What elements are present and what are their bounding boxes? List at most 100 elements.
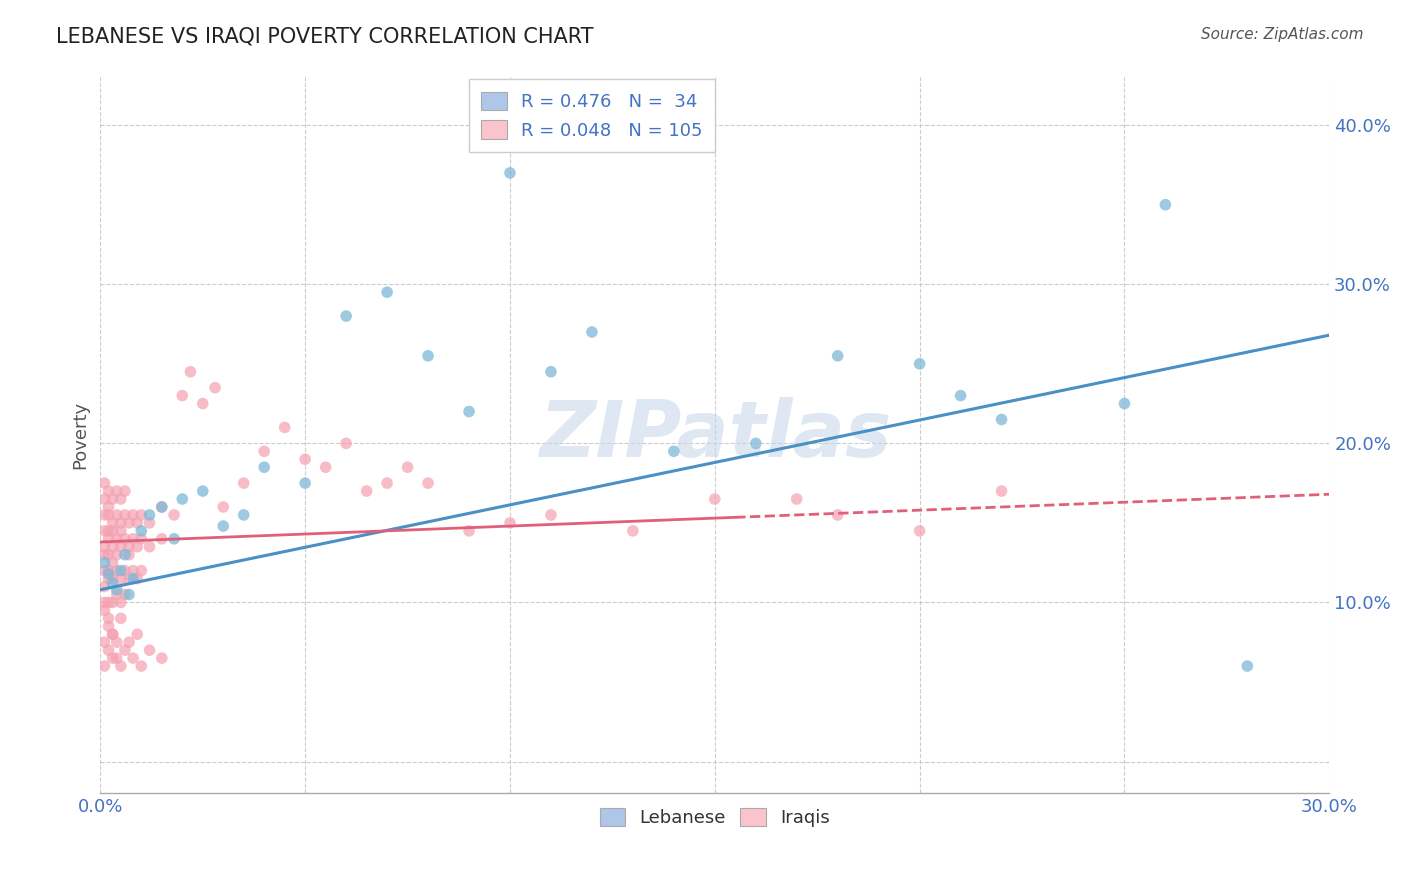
- Point: [114, 484, 136, 499]
- Point: [105, 484, 128, 499]
- Point: [621, 524, 644, 538]
- Point: [93, 548, 115, 562]
- Point: [499, 166, 522, 180]
- Point: [172, 491, 194, 506]
- Point: [122, 572, 145, 586]
- Point: [540, 365, 562, 379]
- Point: [105, 651, 128, 665]
- Point: [122, 532, 145, 546]
- Point: [127, 516, 149, 530]
- Point: [97, 611, 120, 625]
- Point: [294, 452, 316, 467]
- Point: [131, 564, 153, 578]
- Point: [93, 564, 115, 578]
- Point: [191, 484, 214, 499]
- Point: [101, 491, 124, 506]
- Point: [110, 595, 132, 609]
- Point: [101, 524, 124, 538]
- Point: [97, 508, 120, 522]
- Point: [212, 519, 235, 533]
- Point: [118, 516, 141, 530]
- Point: [138, 508, 160, 522]
- Point: [101, 540, 124, 554]
- Point: [204, 381, 226, 395]
- Point: [315, 460, 337, 475]
- Point: [150, 651, 173, 665]
- Point: [101, 627, 124, 641]
- Point: [581, 325, 603, 339]
- Point: [127, 540, 149, 554]
- Text: ZIPatlas: ZIPatlas: [538, 398, 891, 474]
- Point: [118, 587, 141, 601]
- Point: [990, 412, 1012, 426]
- Point: [335, 436, 357, 450]
- Point: [114, 564, 136, 578]
- Point: [745, 436, 768, 450]
- Point: [335, 309, 357, 323]
- Point: [118, 540, 141, 554]
- Point: [97, 595, 120, 609]
- Point: [110, 516, 132, 530]
- Point: [294, 476, 316, 491]
- Point: [416, 349, 439, 363]
- Point: [356, 484, 378, 499]
- Point: [114, 508, 136, 522]
- Point: [253, 460, 276, 475]
- Point: [97, 572, 120, 586]
- Point: [458, 404, 481, 418]
- Point: [105, 548, 128, 562]
- Point: [150, 500, 173, 514]
- Point: [253, 444, 276, 458]
- Point: [703, 491, 725, 506]
- Point: [97, 548, 120, 562]
- Point: [105, 564, 128, 578]
- Point: [110, 659, 132, 673]
- Point: [138, 643, 160, 657]
- Point: [375, 285, 398, 300]
- Point: [93, 491, 115, 506]
- Point: [118, 572, 141, 586]
- Point: [786, 491, 808, 506]
- Point: [110, 564, 132, 578]
- Point: [416, 476, 439, 491]
- Point: [105, 508, 128, 522]
- Point: [163, 508, 186, 522]
- Point: [232, 476, 254, 491]
- Point: [97, 566, 120, 581]
- Point: [1154, 197, 1177, 211]
- Point: [101, 576, 124, 591]
- Point: [93, 476, 115, 491]
- Point: [93, 556, 115, 570]
- Point: [114, 532, 136, 546]
- Point: [908, 524, 931, 538]
- Point: [97, 524, 120, 538]
- Point: [110, 491, 132, 506]
- Point: [273, 420, 295, 434]
- Point: [101, 516, 124, 530]
- Point: [122, 564, 145, 578]
- Point: [396, 460, 419, 475]
- Point: [97, 532, 120, 546]
- Point: [949, 389, 972, 403]
- Point: [122, 651, 145, 665]
- Point: [375, 476, 398, 491]
- Point: [131, 508, 153, 522]
- Point: [93, 508, 115, 522]
- Point: [105, 532, 128, 546]
- Text: Source: ZipAtlas.com: Source: ZipAtlas.com: [1201, 27, 1364, 42]
- Point: [105, 582, 128, 597]
- Text: LEBANESE VS IRAQI POVERTY CORRELATION CHART: LEBANESE VS IRAQI POVERTY CORRELATION CH…: [56, 27, 593, 46]
- Point: [101, 556, 124, 570]
- Point: [827, 349, 849, 363]
- Point: [191, 396, 214, 410]
- Point: [131, 659, 153, 673]
- Point: [97, 500, 120, 514]
- Point: [93, 580, 115, 594]
- Point: [97, 643, 120, 657]
- Point: [110, 611, 132, 625]
- Point: [110, 524, 132, 538]
- Point: [131, 524, 153, 538]
- Point: [212, 500, 235, 514]
- Point: [93, 540, 115, 554]
- Point: [138, 516, 160, 530]
